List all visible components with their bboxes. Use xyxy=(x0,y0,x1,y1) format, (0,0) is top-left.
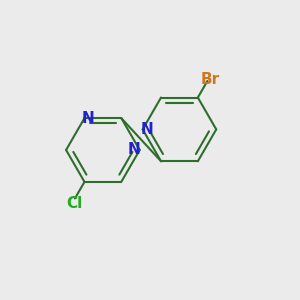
Text: N: N xyxy=(82,111,94,126)
Text: Cl: Cl xyxy=(66,196,82,211)
Text: Br: Br xyxy=(201,72,220,87)
Text: N: N xyxy=(140,122,153,137)
Text: N: N xyxy=(128,142,141,158)
